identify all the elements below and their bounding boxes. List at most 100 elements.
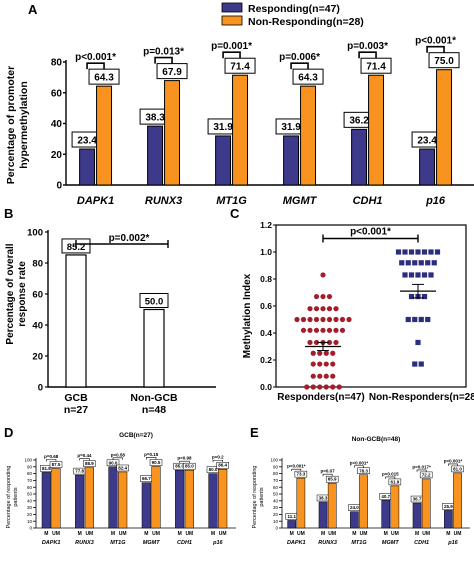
- panel-a-pvalue: p<0.001*: [415, 36, 456, 47]
- panel-a-bar-mt1g-um: [232, 74, 249, 186]
- panel-c-point-non-responders: [425, 316, 431, 323]
- panel-c-y-tick-label: 1.2: [260, 220, 272, 230]
- panel-e-pvalue: p<0.001*: [444, 458, 463, 463]
- panel-a-value-label: 23.4: [417, 135, 437, 146]
- panel-a-y-tick-label: 20: [51, 150, 63, 161]
- panel-c-point-responders: [304, 384, 310, 390]
- panel-c-point-responders: [320, 293, 326, 300]
- panel-b-category-sublabel: n=27: [64, 404, 88, 416]
- panel-c-point-non-responders: [428, 249, 434, 255]
- panel-a-pvalue: p=0.001*: [211, 41, 252, 52]
- panel-e-ylabel-line2: patients: [259, 487, 265, 507]
- panel-c-point-responders: [330, 361, 336, 367]
- panel-c-frame: [275, 224, 467, 388]
- panel-d-value-label: 80.0: [209, 467, 218, 472]
- panel-d-value-label: 66.7: [142, 476, 151, 481]
- panel-e-bar-p16-um: [453, 472, 462, 529]
- panel-a-ylabel-line2: hypermethylation: [18, 81, 30, 169]
- panel-c-point-responders: [320, 272, 326, 278]
- panel-e-bracket: [448, 463, 458, 466]
- panel-e-pvalue: p<0.001*: [350, 460, 369, 465]
- panel-c-point-responders: [300, 327, 307, 333]
- panel-e-y-tick-label: 50: [273, 492, 279, 497]
- panel-d-value-label: 90.5: [152, 460, 161, 465]
- panel-a-category-label: p16: [425, 195, 446, 207]
- panel-c-point-non-responders: [412, 260, 418, 266]
- panel-d-ylabel-line2: patients: [13, 487, 19, 507]
- panel-d-bracket: [179, 460, 190, 464]
- panel-e-bracket: [416, 469, 427, 472]
- panel-b-letter: B: [4, 206, 13, 221]
- panel-c-point-responders: [339, 316, 346, 323]
- panel-c-point-responders: [323, 384, 329, 390]
- panel-d-ylabel-line1: Percentage of responding: [6, 466, 12, 529]
- panel-d-y-tick-label: 30: [27, 505, 33, 510]
- panel-d-letter: D: [4, 425, 13, 440]
- panel-c-point-responders: [317, 350, 323, 356]
- panel-e-pvalue: p=0.015: [382, 471, 399, 476]
- panel-c-point-responders: [320, 306, 326, 312]
- panel-d-bracket: [46, 459, 57, 462]
- panel-d-pvalue: p=0.68: [44, 454, 59, 459]
- panel-e-bar-runx3-m: [318, 501, 328, 529]
- panel-e-bracket: [385, 476, 396, 479]
- panel-a-pvalue: p=0.003*: [347, 41, 388, 52]
- panel-e-bar-mt1g-um: [359, 474, 368, 529]
- panel-c-point-responders: [336, 384, 342, 390]
- panel-e-value-label: 73.3: [296, 472, 305, 477]
- panel-d-group-label-m: M: [44, 531, 48, 537]
- panel-c-point-responders: [326, 327, 333, 333]
- panel-c-point-non-responders: [415, 272, 421, 278]
- panel-a-value-label: 23.4: [77, 135, 97, 146]
- panel-d-y-tick-label: 100: [24, 458, 32, 463]
- panel-e-value-label: 81.0: [453, 466, 462, 471]
- panel-d-bar-runx3-um: [84, 467, 94, 529]
- panel-b-y-tick-label: 60: [32, 290, 43, 301]
- panel-c-point-non-responders: [418, 260, 424, 266]
- panel-d-category-label: DAPK1: [42, 540, 61, 546]
- panel-a-value-label: 31.9: [281, 122, 301, 133]
- panel-d-y-tick-label: 70: [27, 478, 33, 483]
- panel-d-bar-mt1g-m: [108, 466, 118, 529]
- panel-d-bar-mgmt-m: [141, 482, 151, 529]
- panel-c-point-responders: [294, 316, 300, 323]
- panel-c-y-tick-label: 0.8: [260, 274, 272, 284]
- panel-a-category-label: MT1G: [216, 195, 247, 207]
- panel-e-group-label-um: UM: [360, 531, 368, 537]
- panel-c-point-responders: [330, 373, 336, 379]
- panel-e-letter: E: [250, 425, 259, 440]
- panel-d-value-label: 87.5: [52, 462, 61, 467]
- panel-e-y-tick-label: 100: [270, 458, 278, 463]
- panel-d-y-tick-label: 20: [27, 512, 33, 517]
- panel-e-category-label: MT1G: [351, 540, 367, 546]
- panel-d-y-tick-label: 90: [27, 464, 33, 469]
- panel-a-y-tick-label: 80: [51, 58, 63, 69]
- panel-d-group-label-m: M: [111, 531, 115, 537]
- panel-c-point-responders: [310, 373, 316, 379]
- panel-b-y-tick-label: 40: [32, 321, 43, 332]
- panel-d-group-label-um: UM: [185, 531, 193, 537]
- panel-a-bracket: [426, 45, 445, 53]
- panel-d-value-label: 90.0: [109, 460, 118, 465]
- panel-d-pvalue: p=0.2: [212, 455, 224, 460]
- panel-d-group-label-m: M: [178, 531, 182, 537]
- panel-c-point-responders: [326, 316, 333, 323]
- panel-d-pvalue: p=0.58: [111, 452, 126, 457]
- panel-e-category-label: CDH1: [414, 540, 429, 546]
- panel-c-point-non-responders: [421, 272, 428, 278]
- panel-e-group-label-m: M: [415, 531, 419, 537]
- panel-d-value-label: 85.0: [175, 464, 184, 469]
- panel-e-group-label-um: UM: [328, 531, 336, 537]
- panel-d-bar-p16-um: [218, 468, 228, 529]
- panel-d-category-label: RUNX3: [75, 540, 94, 546]
- panel-c-point-non-responders: [412, 361, 418, 367]
- panel-d-category-label: MGMT: [143, 540, 160, 546]
- panel-b-value-box: [139, 293, 169, 308]
- panel-d-bar-cdh1-m: [175, 469, 185, 529]
- panel-c-point-responders: [313, 293, 320, 300]
- panel-c-y-tick-label: 0.2: [260, 355, 272, 365]
- panel-a-bar-mgmt-m: [283, 135, 300, 186]
- panel-d-bar-mgmt-um: [151, 466, 161, 529]
- panel-d-y-tick-label: 60: [27, 485, 33, 490]
